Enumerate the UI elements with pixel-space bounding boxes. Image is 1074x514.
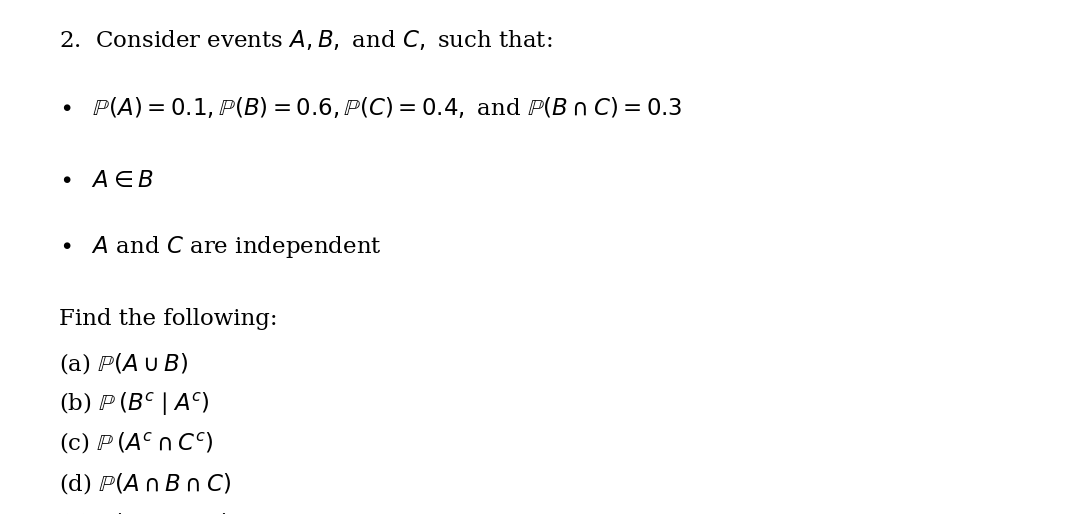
- Text: (d) $\mathbb{P}(A \cap B \cap C)$: (d) $\mathbb{P}(A \cap B \cap C)$: [59, 471, 231, 496]
- Text: (e) $\mathbb{P}(A \cup B \cup C)$: (e) $\mathbb{P}(A \cup B \cup C)$: [59, 511, 230, 514]
- Text: (b) $\mathbb{P}\,(B^c \mid A^c)$: (b) $\mathbb{P}\,(B^c \mid A^c)$: [59, 391, 209, 418]
- Text: $\bullet\;\;$ $\mathbb{P}(A) = 0.1, \mathbb{P}(B) = 0.6, \mathbb{P}(C) = 0.4,$ a: $\bullet\;\;$ $\mathbb{P}(A) = 0.1, \mat…: [59, 95, 683, 120]
- Text: (a) $\mathbb{P}(A \cup B)$: (a) $\mathbb{P}(A \cup B)$: [59, 351, 188, 376]
- Text: 2.  Consider events $A, B,$ and $C,$ such that:: 2. Consider events $A, B,$ and $C,$ such…: [59, 28, 552, 52]
- Text: Find the following:: Find the following:: [59, 308, 278, 331]
- Text: $\bullet\;\;$ $A$ and $C$ are independent: $\bullet\;\;$ $A$ and $C$ are independen…: [59, 234, 381, 260]
- Text: $\bullet\;\;$ $A \in B$: $\bullet\;\;$ $A \in B$: [59, 170, 154, 192]
- Text: (c) $\mathbb{P}\,(A^c \cap C^c)$: (c) $\mathbb{P}\,(A^c \cap C^c)$: [59, 431, 214, 456]
